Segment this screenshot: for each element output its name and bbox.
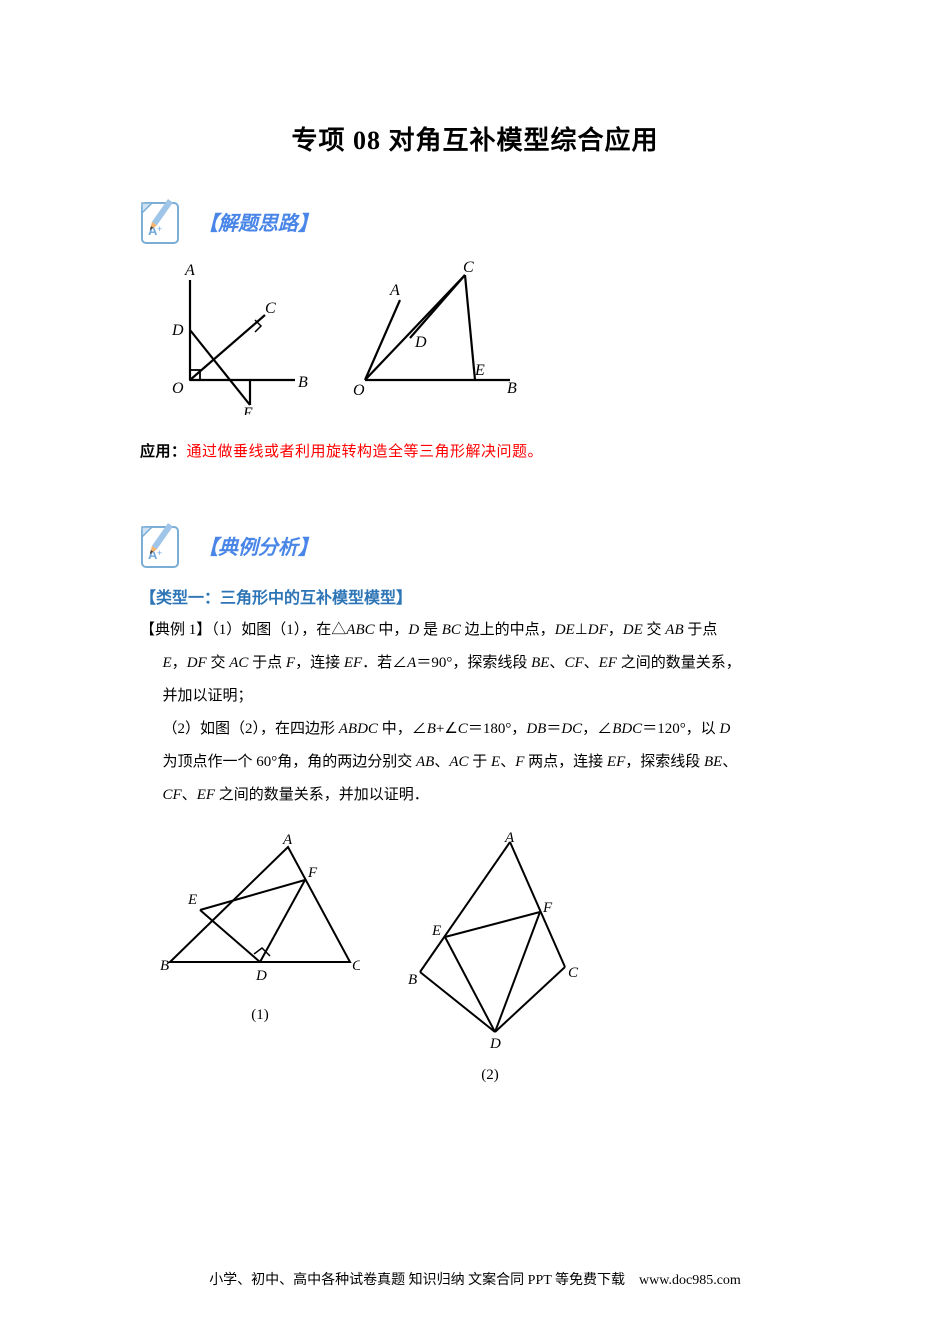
section-heading-2: A + 【典例分析】 [140, 521, 810, 569]
svg-text:O: O [172, 380, 184, 397]
svg-text:C: C [265, 300, 276, 317]
svg-text:C: C [463, 260, 474, 276]
svg-text:B: B [298, 374, 308, 391]
svg-text:+: + [157, 548, 162, 558]
section-1-label: 【解题思路】 [198, 207, 318, 236]
diagram-2: A C D O E B [335, 260, 520, 420]
badge-icon-1: A + [140, 197, 190, 245]
figure-2: A E F B C D (2) [390, 832, 590, 1084]
example-1-text: 【典例 1】（1）如图（1），在△ABC 中，D 是 BC 边上的中点，DE⊥D… [140, 614, 810, 812]
ex1-line6: CF、EF 之间的数量关系，并加以证明． [140, 779, 810, 812]
ex1-line5: 为顶点作一个 60°角，角的两边分别交 AB、AC 于 E、F 两点，连接 EF… [140, 746, 810, 779]
application-label: 应用： [140, 444, 187, 460]
svg-text:D: D [255, 968, 267, 984]
page-footer: 小学、初中、高中各种试卷真题 知识归纳 文案合同 PPT 等免费下载 www.d… [0, 1269, 950, 1289]
section-heading-1: A + 【解题思路】 [140, 197, 810, 245]
svg-text:+: + [157, 224, 162, 234]
svg-text:C: C [568, 965, 579, 981]
svg-text:B: B [160, 958, 169, 974]
thought-diagrams: A D C O B E A C D O E B [165, 260, 810, 420]
ex1-line1: （1）如图（1），在△ABC 中，D 是 BC 边上的中点，DE⊥DF，DE 交… [211, 622, 717, 638]
svg-text:A: A [389, 282, 400, 299]
svg-text:E: E [242, 405, 253, 415]
example-label: 【典例 1】 [140, 622, 211, 638]
svg-text:A: A [184, 262, 195, 279]
badge-icon-2: A + [140, 521, 190, 569]
svg-text:B: B [408, 972, 417, 988]
category-heading: 【类型一：三角形中的互补模型模型】 [140, 584, 810, 608]
application-text: 通过做垂线或者利用旋转构造全等三角形解决问题。 [187, 444, 544, 460]
svg-text:A: A [282, 832, 293, 848]
svg-text:D: D [489, 1036, 501, 1052]
svg-text:F: F [542, 900, 553, 916]
ex1-line4: （2）如图（2），在四边形 ABDC 中，∠B+∠C＝180°，DB＝DC，∠B… [140, 713, 810, 746]
svg-text:B: B [507, 380, 517, 397]
svg-text:O: O [353, 382, 365, 399]
svg-text:A: A [504, 832, 515, 846]
svg-text:D: D [171, 322, 184, 339]
svg-text:F: F [307, 865, 318, 881]
figure-1: A E F B D C (1) [160, 832, 360, 1084]
application-note: 应用：通过做垂线或者利用旋转构造全等三角形解决问题。 [140, 440, 810, 461]
ex1-line3: 并加以证明； [140, 680, 810, 713]
section-2-label: 【典例分析】 [198, 531, 318, 560]
fig2-caption: (2) [390, 1067, 590, 1084]
svg-text:D: D [414, 334, 427, 351]
page-title: 专项 08 对角互补模型综合应用 [140, 120, 810, 157]
svg-text:E: E [187, 892, 197, 908]
example-figures: A E F B D C (1) A E F [160, 832, 810, 1084]
svg-text:E: E [474, 362, 485, 379]
svg-text:E: E [431, 923, 441, 939]
fig1-caption: (1) [160, 1007, 360, 1024]
ex1-line2: E，DF 交 AC 于点 F，连接 EF．若∠A＝90°，探索线段 BE、CF、… [140, 647, 810, 680]
diagram-1: A D C O B E [165, 260, 315, 420]
svg-text:C: C [352, 958, 360, 974]
